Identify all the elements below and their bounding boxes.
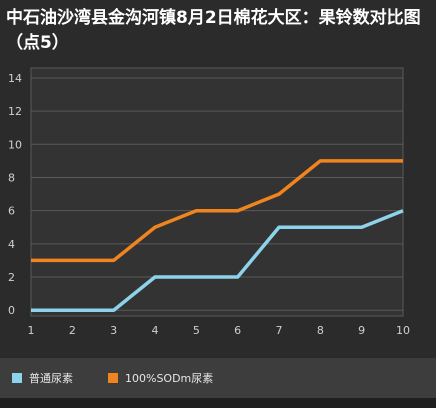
legend-swatch-series-1 — [12, 373, 22, 383]
y-axis-ticks: 0 2 4 6 8 10 12 14 — [8, 72, 22, 317]
y-tick-label-6: 6 — [8, 205, 15, 218]
y-tick-label-8: 8 — [8, 171, 15, 184]
series-line-2 — [31, 159, 403, 263]
x-tick-label-4: 4 — [152, 324, 159, 337]
x-tick-label-2: 2 — [69, 324, 76, 337]
x-axis-ticks: 1 2 3 4 5 6 7 8 9 10 — [28, 324, 411, 337]
x-tick-label-8: 8 — [317, 324, 324, 337]
bottom-strip — [0, 398, 436, 408]
y-tick-label-14: 14 — [8, 72, 22, 85]
series-line-1 — [31, 209, 404, 312]
legend-item-series-1[interactable]: 普通尿素 — [12, 369, 73, 387]
y-tick-label-10: 10 — [8, 138, 22, 151]
y-tick-label-0: 0 — [8, 304, 15, 317]
x-tick-label-5: 5 — [193, 324, 200, 337]
grid-lines — [31, 77, 403, 311]
x-tick-label-6: 6 — [234, 324, 241, 337]
x-tick-label-1: 1 — [28, 324, 35, 337]
x-tick-label-7: 7 — [276, 324, 283, 337]
y-tick-label-2: 2 — [8, 271, 15, 284]
legend: 普通尿素 100%SODm尿素 — [0, 358, 436, 398]
x-tick-label-3: 3 — [110, 324, 117, 337]
plot-area — [30, 67, 404, 317]
series-lines — [31, 159, 404, 312]
legend-swatch-series-2 — [108, 373, 118, 383]
legend-label-series-2: 100%SODm尿素 — [125, 372, 214, 385]
legend-label-series-1: 普通尿素 — [29, 372, 73, 385]
y-tick-label-4: 4 — [8, 238, 15, 251]
legend-item-series-2[interactable]: 100%SODm尿素 — [108, 369, 213, 387]
y-tick-label-12: 12 — [8, 105, 22, 118]
chart-title: 中石油沙湾县金沟河镇8月2日棉花大区：果铃数对比图（点5） — [6, 8, 421, 53]
x-tick-label-10: 10 — [396, 324, 410, 337]
x-tick-label-9: 9 — [358, 324, 365, 337]
